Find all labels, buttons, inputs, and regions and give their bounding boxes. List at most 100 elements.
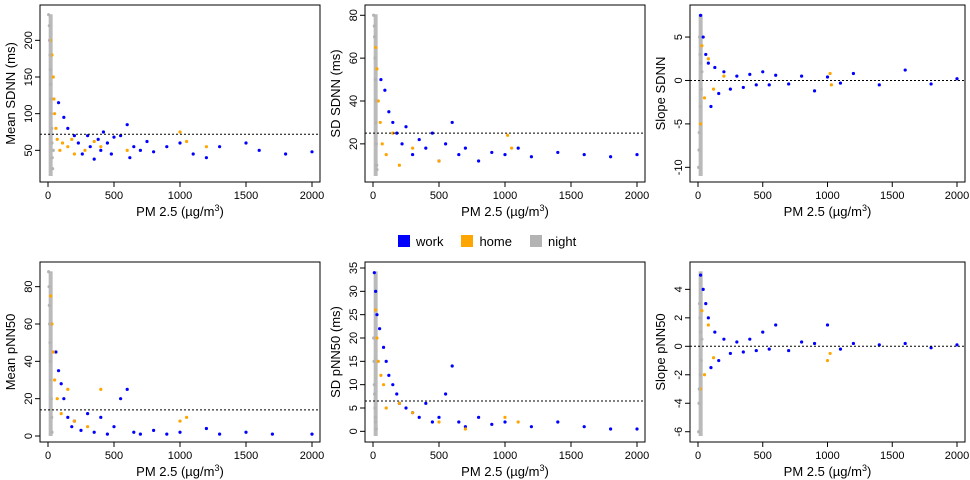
point-work — [851, 71, 856, 76]
point-home — [411, 146, 415, 150]
point-work — [54, 350, 58, 354]
y-tick-label: 2 — [673, 315, 685, 321]
point-work — [877, 83, 881, 87]
point-work — [556, 150, 560, 155]
point-home — [711, 356, 716, 360]
point-home — [60, 141, 65, 145]
legend-swatch-home — [461, 235, 474, 247]
point-home — [375, 67, 379, 71]
point-night — [50, 156, 54, 160]
point-home — [86, 425, 90, 429]
point-night — [697, 130, 701, 135]
y-tick-label: 40 — [23, 355, 35, 367]
point-work — [516, 146, 520, 150]
point-work — [138, 432, 142, 436]
point-home — [49, 294, 53, 298]
point-home — [72, 419, 76, 423]
x-tick-label: 500 — [430, 190, 448, 202]
legend-item-night: night — [529, 234, 576, 249]
point-night — [372, 13, 376, 17]
point-work — [387, 373, 391, 377]
point-home — [52, 97, 56, 101]
x-tick-label: 1500 — [559, 190, 583, 202]
point-night — [372, 359, 376, 363]
point-work — [391, 383, 395, 387]
x-tick-label: 1500 — [559, 450, 583, 462]
point-night — [697, 35, 702, 39]
y-tick-label: 50 — [23, 144, 35, 156]
point-work — [400, 142, 404, 146]
point-work — [404, 125, 408, 129]
point-home — [510, 146, 514, 150]
point-work — [257, 148, 261, 152]
point-home — [378, 120, 382, 125]
point-home — [516, 420, 520, 424]
plot-frame — [364, 261, 646, 443]
point-work — [728, 87, 732, 91]
point-night — [48, 53, 52, 57]
y-tick-label: -10 — [673, 159, 685, 175]
point-work — [92, 157, 96, 161]
point-work — [701, 287, 705, 291]
point-home — [411, 411, 415, 415]
point-home — [66, 145, 70, 149]
point-night — [47, 38, 52, 42]
point-work — [450, 364, 454, 368]
point-night — [698, 61, 703, 65]
y-tick-label: -6 — [673, 427, 685, 437]
x-tick-label: 0 — [695, 190, 701, 202]
point-night — [49, 112, 53, 116]
point-work — [218, 145, 222, 149]
legend-item-home: home — [461, 234, 512, 249]
y-tick-label: 40 — [348, 95, 360, 107]
point-work — [722, 337, 726, 341]
point-night — [49, 82, 53, 86]
plot-frame — [689, 4, 966, 183]
point-home — [376, 359, 380, 363]
point-home — [380, 142, 384, 146]
chart-panel-2: 0 500 1000 1500 2000 20 40 60 80 SD SDNN (ms) PM 2… — [328, 4, 649, 219]
point-work — [417, 137, 421, 142]
x-tick-label: 2000 — [945, 450, 969, 462]
y-tick-label: 20 — [348, 332, 360, 344]
point-night — [50, 126, 54, 130]
point-work — [635, 427, 639, 431]
point-work — [463, 146, 467, 150]
point-work — [698, 13, 703, 17]
point-home — [92, 139, 96, 144]
point-work — [698, 273, 703, 277]
point-home — [51, 75, 55, 79]
point-home — [700, 44, 704, 48]
point-work — [72, 134, 76, 138]
point-night — [51, 167, 55, 171]
point-work — [955, 77, 959, 81]
y-tick-label: 80 — [23, 281, 35, 293]
x-tick-label: 500 — [105, 450, 123, 462]
point-home — [374, 308, 378, 312]
x-tick-label: 500 — [430, 450, 448, 462]
point-home — [828, 71, 832, 76]
point-work — [70, 425, 74, 429]
point-work — [112, 135, 116, 139]
x-tick-label: 1000 — [493, 190, 517, 202]
x-tick-label: 0 — [45, 190, 51, 202]
x-tick-label: 1500 — [880, 450, 904, 462]
legend-swatch-work — [398, 235, 410, 247]
x-tick-label: 1000 — [168, 450, 192, 462]
y-tick-label: 60 — [348, 52, 360, 64]
point-work — [444, 392, 448, 396]
point-work — [704, 52, 708, 57]
point-work — [374, 289, 378, 293]
point-night — [47, 303, 51, 307]
legend: work home night — [398, 233, 576, 249]
point-home — [51, 350, 55, 354]
point-home — [700, 309, 704, 313]
plot-frame — [39, 261, 321, 443]
point-home — [437, 159, 441, 163]
y-tick-label: 0 — [348, 428, 360, 434]
x-tick-label: 0 — [695, 450, 701, 462]
point-home — [204, 145, 208, 149]
y-tick-label: 200 — [23, 31, 35, 49]
point-night — [697, 401, 701, 405]
